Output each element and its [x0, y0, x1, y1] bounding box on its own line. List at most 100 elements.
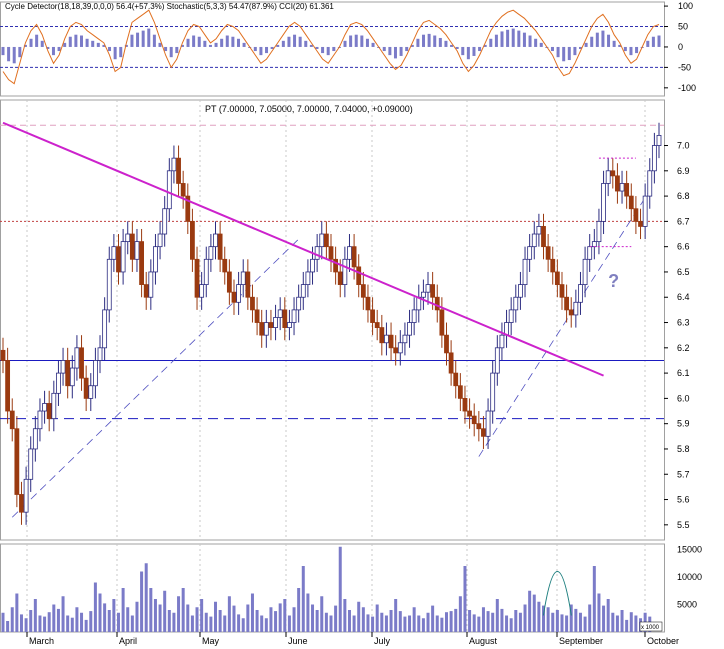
oscillator-histogram-bar	[208, 44, 212, 47]
candle-body	[129, 233, 135, 260]
volume-bar	[274, 611, 278, 632]
oscillator-histogram-bar	[416, 38, 420, 47]
volume-bar	[412, 607, 416, 632]
oscillator-histogram-bar	[332, 46, 336, 52]
oscillator-histogram-bar	[635, 46, 639, 54]
oscillator-histogram-bar	[253, 46, 257, 52]
oscillator-histogram-bar	[130, 34, 134, 47]
candle-body	[347, 246, 352, 260]
candle-body	[439, 309, 445, 336]
oscillator-histogram-bar	[23, 44, 27, 47]
volume-bar	[75, 607, 79, 632]
volume-bar	[408, 615, 412, 632]
oscillator-histogram-bar	[573, 46, 577, 56]
oscillator-histogram-bar	[29, 38, 33, 47]
oscillator-histogram-bar	[236, 38, 240, 47]
volume-bar	[140, 571, 144, 632]
candle-body	[651, 145, 657, 172]
volume-bar	[172, 612, 176, 632]
candle-body	[490, 372, 496, 412]
candle-body	[448, 352, 454, 374]
oscillator-histogram-bar	[567, 46, 571, 61]
candle-body	[342, 258, 348, 285]
price-tick-label: 6.1	[677, 368, 690, 378]
question-annotation: ?	[608, 271, 619, 291]
volume-bar	[223, 615, 227, 632]
volume-bar	[10, 607, 14, 632]
volume-bar	[315, 610, 319, 632]
oscillator-histogram-bar	[287, 36, 291, 47]
oscillator-histogram-bar	[539, 42, 543, 47]
candle-body	[56, 372, 61, 394]
candle-body	[494, 347, 500, 374]
candle-body	[453, 372, 459, 387]
oscillator-histogram-bar	[192, 35, 196, 47]
candle-body	[69, 367, 75, 387]
oscillator-histogram-bar	[646, 40, 650, 47]
price-tick-label: 6.2	[677, 343, 690, 353]
volume-unit-label: x 1000	[641, 625, 660, 631]
candle-body	[499, 334, 505, 349]
candle-body	[573, 301, 579, 316]
candle-body	[194, 258, 200, 298]
volume-bar	[625, 619, 629, 632]
oscillator-histogram-bar	[85, 38, 89, 47]
oscillator-histogram-bar	[18, 46, 22, 58]
candle-body	[351, 246, 357, 268]
candle-body	[176, 157, 181, 184]
volume-unit-box	[639, 621, 663, 632]
candle-body	[139, 241, 144, 285]
candle-body	[51, 392, 57, 420]
oscillator-histogram-bar	[623, 46, 627, 52]
price-frame	[0, 99, 665, 541]
oscillator-histogram-bar	[231, 36, 235, 47]
candle-body	[467, 410, 472, 417]
candle-body	[19, 494, 24, 513]
volume-bar	[606, 599, 610, 632]
candle-body	[300, 284, 306, 298]
price-tick-label: 6.6	[677, 242, 690, 252]
volume-bar	[246, 604, 250, 632]
volume-bar	[103, 603, 107, 632]
candle-body	[268, 322, 274, 328]
volume-tick-label: 15000	[677, 545, 702, 555]
candle-body	[157, 233, 163, 248]
candle-body	[153, 246, 158, 273]
candle-body	[79, 347, 84, 379]
volume-bar	[555, 610, 559, 632]
volume-bar	[523, 604, 527, 632]
oscillator-histogram-bar	[365, 38, 369, 47]
candle-body	[397, 342, 403, 354]
x-tick-label: July	[374, 636, 391, 646]
oscillator-histogram-bar	[203, 40, 207, 47]
oscillator-histogram-bar	[612, 40, 616, 47]
oscillator-histogram-bar	[478, 46, 482, 52]
channel-line-1	[11, 238, 299, 518]
oscillator-histogram-bar	[186, 38, 190, 47]
volume-bar	[500, 608, 504, 632]
candle-body	[222, 258, 228, 273]
candle-body	[236, 284, 242, 303]
volume-bar	[361, 607, 365, 632]
oscillator-histogram-bar	[164, 46, 168, 52]
oscillator-histogram-bar	[466, 46, 470, 60]
volume-bar	[66, 615, 70, 632]
volume-bar	[588, 604, 592, 632]
candle-body	[619, 183, 625, 192]
volume-bar	[629, 612, 633, 632]
x-tick-label: March	[29, 636, 54, 646]
oscillator-histogram-bar	[321, 46, 325, 54]
candle-body	[32, 428, 38, 450]
volume-bar	[380, 612, 384, 632]
volume-bar	[426, 612, 430, 632]
volume-bar	[398, 611, 402, 632]
candle-body	[374, 322, 380, 328]
oscillator-histogram-bar	[399, 46, 403, 56]
volume-bar	[574, 608, 578, 632]
candle-body	[5, 360, 11, 412]
oscillator-histogram-bar	[405, 46, 409, 52]
volume-bar	[458, 596, 462, 632]
candle-body	[624, 183, 630, 197]
